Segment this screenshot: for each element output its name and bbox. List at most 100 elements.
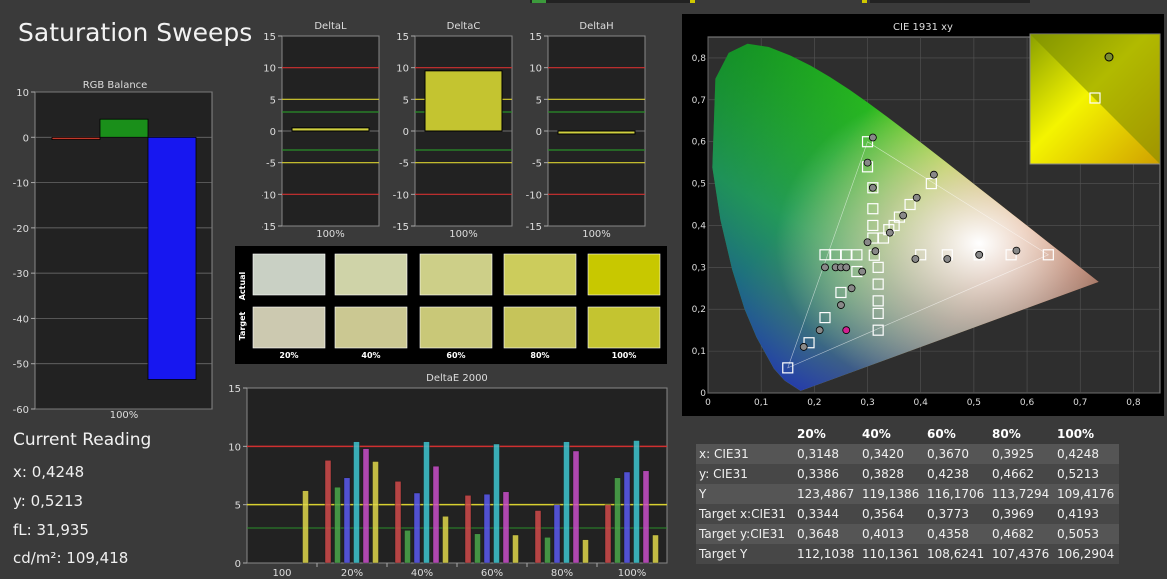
deltae-bar bbox=[623, 471, 631, 564]
table-header-cell: 100% bbox=[1057, 427, 1095, 441]
deltae-tick-label: 0 bbox=[235, 559, 241, 570]
inset-measured-point bbox=[1104, 52, 1114, 62]
actual-label: Actual bbox=[238, 271, 247, 300]
delta-chart-title: DeltaH bbox=[579, 21, 613, 32]
table-header-cell: 80% bbox=[992, 427, 1021, 441]
table-row: Target Y 112,1038 110,1361 108,6241 107,… bbox=[696, 544, 1119, 564]
cie-measured-point bbox=[943, 255, 952, 263]
deltae-bar bbox=[582, 539, 589, 564]
cie-measured-point bbox=[815, 326, 824, 335]
table-row: Y 123,4867 119,1386 116,1706 113,7294 10… bbox=[696, 484, 1119, 504]
actual-swatch bbox=[503, 253, 577, 296]
delta-tick-label: 5 bbox=[270, 95, 276, 106]
table-cell: 0,3773 bbox=[924, 504, 989, 524]
cie-measured-point bbox=[899, 211, 908, 220]
deltae-bar bbox=[642, 470, 650, 564]
table-header-cell bbox=[696, 424, 794, 444]
table-cell: 107,4376 bbox=[989, 544, 1054, 564]
cie-target-point bbox=[915, 249, 927, 261]
page-title: Saturation Sweeps bbox=[18, 18, 253, 47]
deltae-bar bbox=[302, 490, 309, 564]
cie-xtick-label: 0,6 bbox=[1020, 398, 1035, 408]
table-cell: 0,5213 bbox=[1054, 464, 1119, 484]
deltae-bar bbox=[502, 491, 510, 564]
delta-chart-xlabel: 100% bbox=[582, 229, 611, 240]
table-header-cell: 40% bbox=[862, 427, 891, 441]
table-header-row: 20% 40% 60% 80% 100% bbox=[696, 424, 1119, 444]
cie-ytick-label: 0,4 bbox=[692, 221, 707, 231]
cie-target-point bbox=[840, 249, 852, 261]
deltae-bar bbox=[604, 504, 612, 564]
deltae-bar bbox=[652, 534, 659, 564]
table-cell: 112,1038 bbox=[794, 544, 859, 564]
delta-tick-label: 5 bbox=[536, 95, 542, 106]
deltae-group-label: 80% bbox=[551, 568, 573, 579]
delta-tick-label: 0 bbox=[403, 127, 409, 138]
table-cell: 0,4193 bbox=[1054, 504, 1119, 524]
delta-tick-label: 5 bbox=[403, 95, 409, 106]
table-row: Target x:CIE31 0,3344 0,3564 0,3773 0,39… bbox=[696, 504, 1119, 524]
cie-measured-point bbox=[847, 284, 856, 293]
table-cell: 0,4662 bbox=[989, 464, 1054, 484]
delta-chart-title: DeltaL bbox=[314, 21, 347, 32]
cie-target-point bbox=[872, 278, 884, 290]
reading-x: x: 0,4248 bbox=[13, 463, 85, 481]
deltae-chart: DeltaE 2000 15 10 5 0 100 20% 40% 60% 80% 100% bbox=[228, 373, 668, 579]
table-cell: 108,6241 bbox=[924, 544, 989, 564]
cie-target-point bbox=[1005, 249, 1017, 261]
cie-measured-point bbox=[821, 263, 829, 272]
table-cell: Y bbox=[696, 484, 794, 504]
cie-measured-point bbox=[885, 228, 894, 237]
cie-measured-point bbox=[975, 250, 984, 259]
cie-panel: CIE 1931 xy 0 0,1 0,2 0,3 0,4 0,5 0,6 0,7 0,8 0,8… bbox=[682, 14, 1164, 416]
table-cell: 116,1706 bbox=[924, 484, 989, 504]
table-cell: 119,1386 bbox=[859, 484, 924, 504]
cie-measured-point bbox=[842, 326, 851, 335]
swatch-panel: Actual Target 20% 40% 60% 80% 100% bbox=[235, 246, 667, 364]
table-row: x: CIE31 0,3148 0,3420 0,3670 0,3925 0,4… bbox=[696, 444, 1119, 464]
delta-chart-xlabel: 100% bbox=[449, 229, 478, 240]
cie-target-point bbox=[872, 324, 884, 336]
cie-measured-point bbox=[868, 133, 877, 142]
swatch-label: 20% bbox=[279, 351, 298, 360]
target-swatch bbox=[587, 306, 661, 349]
cie-zoom-inset-shade bbox=[1030, 34, 1160, 164]
table-cell: 0,4682 bbox=[989, 524, 1054, 544]
cie-ytick-label: 0,7 bbox=[692, 96, 706, 106]
cie-target-point bbox=[851, 249, 863, 261]
delta-chart-xlabel: 100% bbox=[316, 229, 345, 240]
deltae-bar bbox=[324, 460, 332, 564]
deltae-bar bbox=[553, 504, 561, 564]
actual-swatch bbox=[419, 253, 493, 296]
cie-xtick-label: 0,8 bbox=[1126, 398, 1141, 408]
cie-xtick-label: 0 bbox=[705, 398, 711, 408]
delta-tick-label: -10 bbox=[393, 190, 409, 201]
cie-measured-point bbox=[911, 255, 920, 263]
reading-fl: fL: 31,935 bbox=[13, 521, 89, 539]
cie-xtick-label: 0,5 bbox=[967, 398, 981, 408]
target-swatch bbox=[252, 306, 326, 349]
cie-ytick-label: 0,1 bbox=[692, 347, 706, 357]
cie-measured-point bbox=[863, 158, 872, 167]
cie-measured-point bbox=[871, 247, 880, 256]
swatch-label: 80% bbox=[530, 351, 549, 360]
cie-gamut-triangle bbox=[787, 141, 1049, 369]
deltae-bar bbox=[423, 441, 430, 564]
deltae-group-label: 100 bbox=[272, 568, 291, 579]
deltae-title: DeltaE 2000 bbox=[426, 373, 488, 384]
table-cell: y: CIE31 bbox=[696, 464, 794, 484]
table-cell: 123,4867 bbox=[794, 484, 859, 504]
table-cell: 0,4013 bbox=[859, 524, 924, 544]
cie-measured-point bbox=[842, 263, 851, 272]
deltae-bar bbox=[563, 441, 570, 564]
cie-measured-point bbox=[912, 193, 921, 202]
delta-charts: DeltaL 100% 15 10 5 0 -5 -10 -15 DeltaC 100% 15 10 5 0… bbox=[262, 21, 646, 240]
table-cell: 0,3670 bbox=[924, 444, 989, 464]
target-swatch bbox=[334, 306, 408, 349]
actual-swatch bbox=[587, 253, 661, 296]
rgb-balance-chart: RGB Balance 10 0 -10 -20 -30 -40 -50 -60 100% bbox=[13, 80, 213, 421]
delta-tick-label: 0 bbox=[270, 127, 276, 138]
cie-title: CIE 1931 xy bbox=[893, 22, 953, 33]
deltae-group-label: 20% bbox=[341, 568, 363, 579]
deltae-bar bbox=[483, 493, 491, 564]
